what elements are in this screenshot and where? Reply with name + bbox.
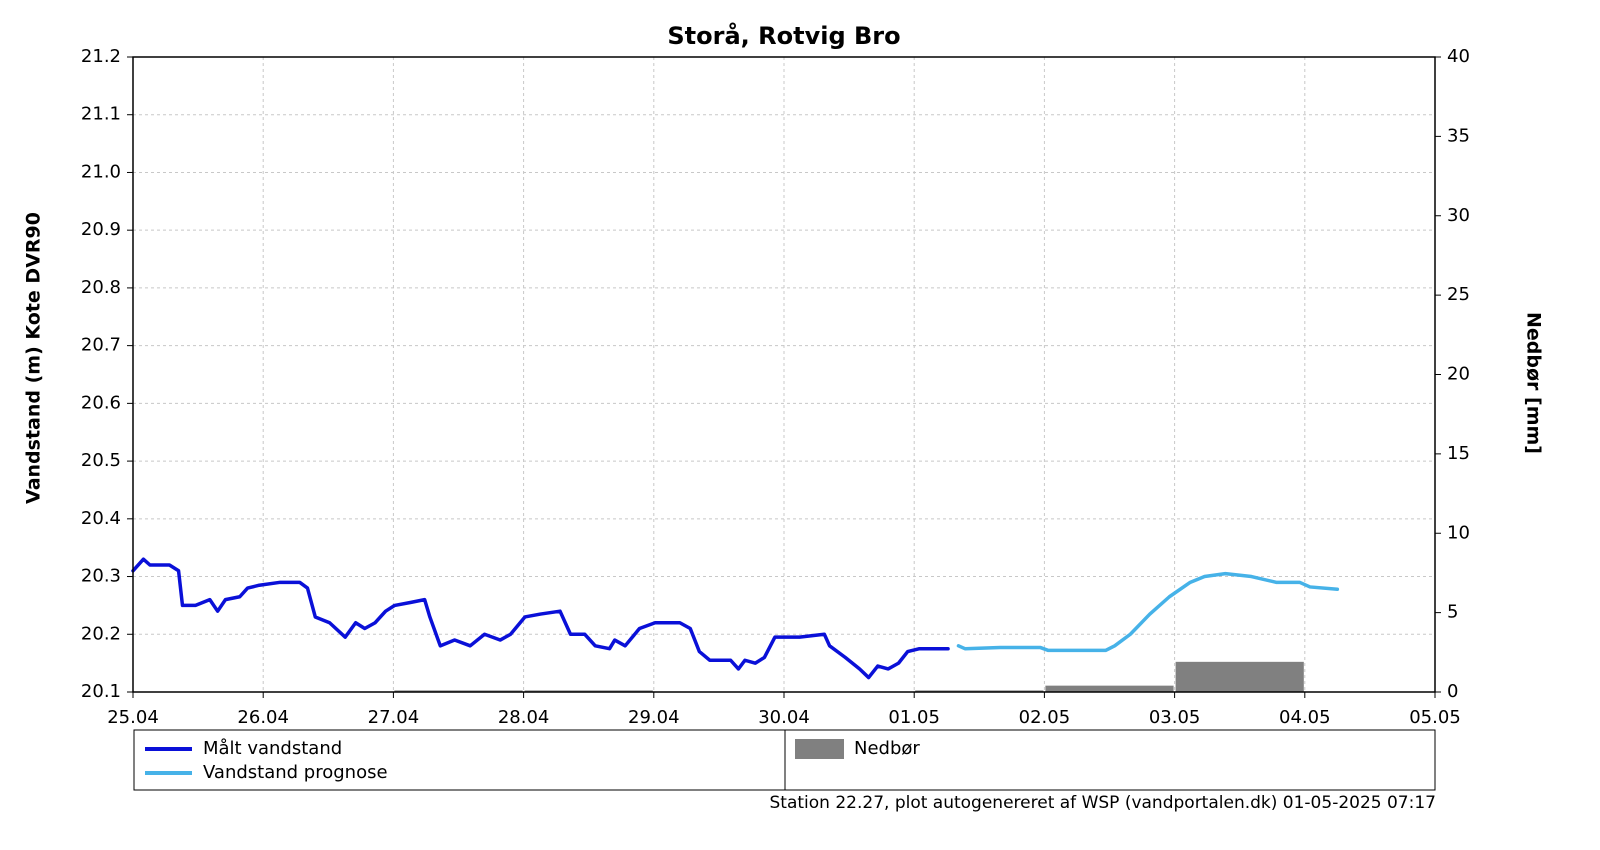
y-tick-label: 21.1 (81, 104, 121, 125)
legend-label: Vandstand prognose (203, 762, 388, 783)
line-series (956, 571, 1340, 653)
x-tick-label: 30.04 (758, 707, 810, 728)
y2-tick-label: 40 (1447, 46, 1470, 67)
y-tick-label: 20.1 (81, 681, 121, 702)
y2-axis-title: Nedbør [mm] (1523, 312, 1545, 454)
y-tick-label: 21.2 (81, 46, 121, 67)
y2-tick-label: 35 (1447, 125, 1470, 146)
chart-title: Storå, Rotvig Bro (667, 21, 900, 50)
precip-bar (394, 690, 523, 692)
y-tick-label: 20.4 (81, 508, 121, 529)
line-series (131, 557, 950, 680)
plot-frame (132, 56, 1436, 693)
y-tick-label: 21.0 (81, 161, 121, 182)
y-tick-label: 20.6 (81, 392, 121, 413)
y-axis-title: Vandstand (m) Kote DVR90 (23, 212, 45, 504)
x-tick-label: 03.05 (1149, 707, 1201, 728)
precip-bar (1045, 685, 1174, 692)
y-tick-label: 20.7 (81, 335, 121, 356)
y2-tick-label: 5 (1447, 602, 1458, 623)
y2-tick-label: 15 (1447, 443, 1470, 464)
y-tick-label: 20.5 (81, 450, 121, 471)
legend-label: Nedbør (854, 738, 920, 759)
x-tick-label: 04.05 (1279, 707, 1331, 728)
legend-swatch (795, 739, 844, 759)
y2-tick-label: 20 (1447, 364, 1470, 385)
footer: Station 22.27, plot autogenereret af WSP… (770, 793, 1437, 813)
x-tick-label: 27.04 (368, 707, 420, 728)
x-tick-label: 25.04 (107, 707, 159, 728)
y-tick-label: 20.2 (81, 623, 121, 644)
y2-tick-label: 10 (1447, 522, 1470, 543)
y-tick-label: 20.9 (81, 219, 121, 240)
y2-tick-label: 25 (1447, 284, 1470, 305)
legend-label: Målt vandstand (203, 738, 342, 759)
precip-bar (524, 690, 653, 692)
x-tick-label: 28.04 (498, 707, 550, 728)
x-tick-label: 05.05 (1409, 707, 1461, 728)
x-tick-label: 26.04 (237, 707, 289, 728)
y-tick-label: 20.3 (81, 566, 121, 587)
precip-bar (915, 690, 1044, 692)
x-tick-label: 02.05 (1019, 707, 1071, 728)
y-tick-label: 20.8 (81, 277, 121, 298)
y2-tick-label: 30 (1447, 205, 1470, 226)
precip-bar (1175, 661, 1304, 692)
x-tick-label: 29.04 (628, 707, 680, 728)
y2-tick-label: 0 (1447, 681, 1458, 702)
x-tick-label: 01.05 (888, 707, 940, 728)
